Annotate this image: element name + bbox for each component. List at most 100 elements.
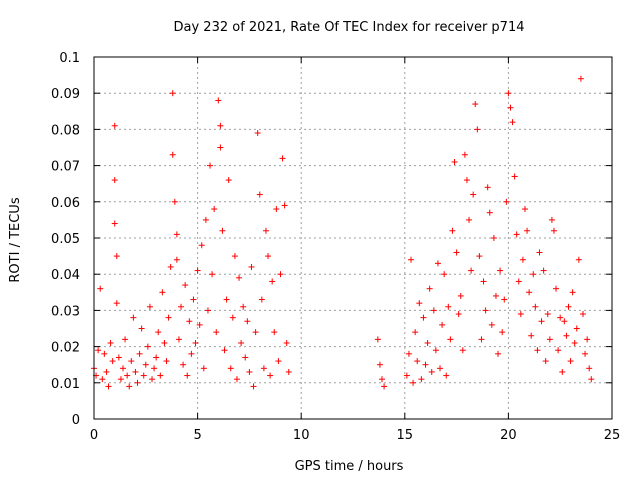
data-point	[519, 256, 526, 263]
data-point	[213, 329, 220, 336]
data-point	[126, 383, 133, 390]
data-point	[571, 339, 578, 346]
data-point	[279, 155, 286, 162]
data-point	[453, 249, 460, 256]
data-point	[188, 350, 195, 357]
data-point	[374, 336, 381, 343]
data-point	[219, 227, 226, 234]
data-point	[107, 339, 114, 346]
data-point	[559, 368, 566, 375]
data-point	[192, 339, 199, 346]
data-point	[113, 253, 120, 260]
data-point	[221, 347, 228, 354]
data-point	[492, 292, 499, 299]
data-point	[468, 267, 475, 274]
data-point	[548, 216, 555, 223]
data-point	[229, 314, 236, 321]
data-point	[223, 296, 230, 303]
data-point	[157, 372, 164, 379]
data-point	[443, 372, 450, 379]
y-tick-label: 0.1	[59, 51, 80, 66]
data-point	[573, 325, 580, 332]
data-point	[204, 307, 211, 314]
y-tick-label: 0	[72, 413, 80, 428]
y-tick-label: 0.04	[51, 268, 80, 283]
data-point	[231, 253, 238, 260]
data-point	[227, 365, 234, 372]
data-point	[275, 358, 282, 365]
data-point	[240, 303, 247, 310]
data-point	[190, 296, 197, 303]
data-point	[120, 365, 127, 372]
data-point	[265, 253, 272, 260]
chart-title: Day 232 of 2021, Rate Of TEC Index for r…	[174, 20, 525, 35]
data-point	[538, 318, 545, 325]
x-tick-label: 25	[604, 428, 621, 443]
data-point	[437, 365, 444, 372]
data-point	[503, 198, 510, 205]
data-point	[461, 151, 468, 158]
data-point	[495, 350, 502, 357]
data-point	[169, 151, 176, 158]
data-point	[451, 158, 458, 165]
data-point	[528, 332, 535, 339]
data-point	[439, 321, 446, 328]
axis-ticks	[93, 56, 613, 420]
data-point	[215, 97, 222, 104]
data-point	[470, 191, 477, 198]
data-point	[428, 368, 435, 375]
data-point	[180, 361, 187, 368]
y-tick-label: 0.06	[51, 196, 80, 211]
y-tick-labels: 0 0.01 0.02 0.03 0.04 0.05 0.06 0.07 0.08 0.09 0.1	[51, 51, 80, 428]
data-point	[555, 347, 562, 354]
data-point	[207, 162, 214, 169]
data-point	[105, 383, 112, 390]
data-point	[97, 285, 104, 292]
data-point	[175, 336, 182, 343]
data-point	[117, 376, 124, 383]
data-point	[113, 300, 120, 307]
data-point	[252, 329, 259, 336]
data-point	[163, 358, 170, 365]
data-point	[376, 361, 383, 368]
data-point	[416, 300, 423, 307]
data-point	[136, 350, 143, 357]
data-point	[542, 358, 549, 365]
data-point	[200, 365, 207, 372]
data-point	[447, 336, 454, 343]
data-point	[575, 256, 582, 263]
data-point	[283, 339, 290, 346]
data-point	[144, 343, 151, 350]
data-point	[459, 347, 466, 354]
data-point	[577, 75, 584, 82]
data-point	[463, 177, 470, 184]
data-point	[248, 263, 255, 270]
data-point	[103, 368, 110, 375]
data-point	[422, 361, 429, 368]
data-point	[246, 368, 253, 375]
x-tick-label: 15	[397, 428, 414, 443]
data-point	[178, 303, 185, 310]
data-point	[507, 104, 514, 111]
data-point	[225, 177, 232, 184]
data-point	[532, 303, 539, 310]
data-point	[171, 198, 178, 205]
data-point	[484, 184, 491, 191]
data-point	[155, 329, 162, 336]
data-point	[420, 314, 427, 321]
data-point	[277, 271, 284, 278]
data-point	[381, 383, 388, 390]
data-point	[165, 314, 172, 321]
data-point	[256, 191, 263, 198]
data-point	[550, 227, 557, 234]
data-point	[509, 119, 516, 126]
data-point	[478, 336, 485, 343]
data-point	[273, 206, 280, 213]
data-point	[111, 122, 118, 129]
data-point	[198, 242, 205, 249]
x-tick-labels: 0 5 10 15 20 25	[90, 428, 620, 443]
data-point	[140, 372, 147, 379]
data-point	[432, 347, 439, 354]
data-point	[482, 307, 489, 314]
